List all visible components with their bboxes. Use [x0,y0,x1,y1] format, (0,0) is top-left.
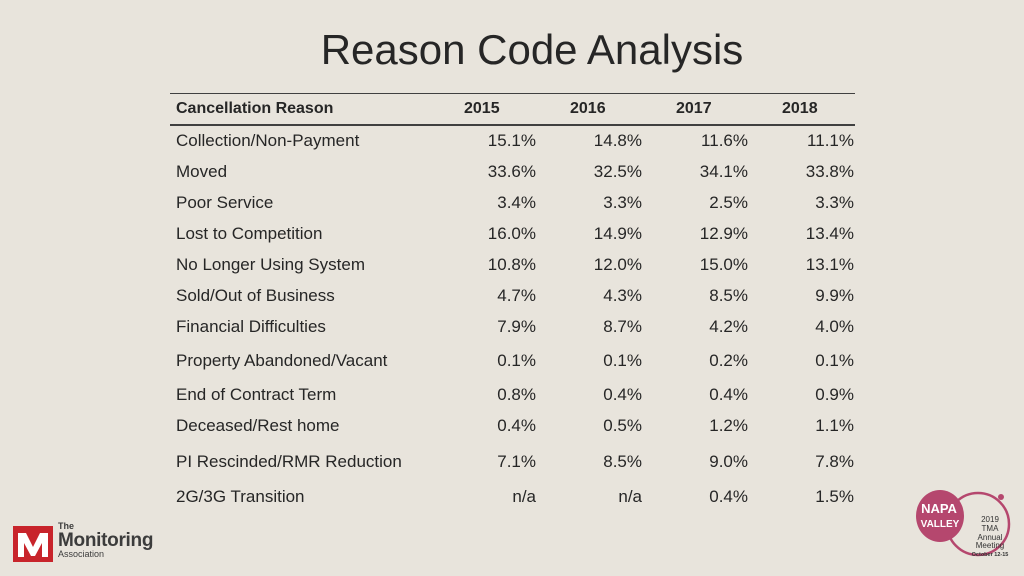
cell-2015: 7.1% [497,452,536,471]
table-row: Poor Service 3.4% 3.3% 2.5% 3.3% [170,193,855,223]
cell-2015: 15.1% [487,131,536,150]
cell-2017: 1.2% [709,416,748,435]
monitoring-association-logo: The Monitoring Association [13,522,163,564]
badge-napa: NAPA [921,501,957,516]
table-row: Collection/Non-Payment 15.1% 14.8% 11.6%… [170,131,855,161]
logo-the: The [58,521,75,531]
cell-2016: 8.7% [603,317,642,336]
cell-2016: 14.8% [593,131,642,150]
logo-association: Association [58,549,105,559]
cell-2016: 12.0% [593,255,642,274]
cell-2018: 33.8% [805,162,854,181]
row-label: Property Abandoned/Vacant [176,351,388,370]
badge-line1: Annual [978,533,1003,542]
table-row: Moved 33.6% 32.5% 34.1% 33.8% [170,162,855,192]
cell-2017: 0.4% [709,487,748,506]
cell-2018: 3.3% [815,193,854,212]
table-row: Property Abandoned/Vacant 0.1% 0.1% 0.2%… [170,351,855,381]
cell-2017: 11.6% [701,131,748,150]
header-2017: 2017 [676,100,712,117]
cell-2018: 1.5% [815,487,854,506]
cell-2015: 7.9% [497,317,536,336]
badge-valley: VALLEY [921,519,960,530]
cell-2017: 0.2% [709,351,748,370]
cell-2017: 2.5% [709,193,748,212]
napa-blob [916,490,964,542]
cell-2015: 0.4% [497,416,536,435]
row-label: PI Rescinded/RMR Reduction [176,452,402,471]
row-label: End of Contract Term [176,385,337,404]
row-label: Lost to Competition [176,224,323,243]
table-row: Deceased/Rest home 0.4% 0.5% 1.2% 1.1% [170,416,855,446]
cell-2015: 4.7% [497,286,536,305]
logo-mark [13,526,53,562]
cell-2017: 34.1% [699,162,748,181]
table-row: Sold/Out of Business 4.7% 4.3% 8.5% 9.9% [170,286,855,316]
cell-2017: 9.0% [709,452,748,471]
cell-2016: 0.5% [603,416,642,435]
cell-2016: n/a [618,487,642,506]
table-row: PI Rescinded/RMR Reduction 7.1% 8.5% 9.0… [170,452,855,482]
m-mark-icon [18,533,48,557]
table-row: 2G/3G Transition n/a n/a 0.4% 1.5% [170,487,855,517]
row-label: Financial Difficulties [176,317,326,336]
cell-2017: 12.9% [699,224,748,243]
cell-2018: 4.0% [815,317,854,336]
napa-valley-2019-tma-annual-meeting-badge: NAPA VALLEY 2019 TMA Annual Meeting Octo… [916,490,1011,558]
cell-2016: 14.9% [593,224,642,243]
row-label: Poor Service [176,193,274,212]
slide-title: Reason Code Analysis [320,26,744,73]
cell-2015: 10.8% [487,255,536,274]
header-2018: 2018 [782,100,818,117]
cell-2018: 7.8% [815,452,854,471]
table-row: End of Contract Term 0.8% 0.4% 0.4% 0.9% [170,385,855,415]
cell-2016: 0.4% [603,385,642,404]
badge-line2: Meeting [976,541,1004,550]
cell-2018: 13.4% [805,224,854,243]
row-label: 2G/3G Transition [176,487,305,506]
cell-2016: 4.3% [603,286,642,305]
row-label: Moved [176,162,228,181]
header-2016: 2016 [570,100,606,117]
cell-2018: 0.9% [815,385,854,404]
row-label: Sold/Out of Business [176,286,335,305]
cell-2018: 0.1% [815,351,854,370]
badge-org: TMA [982,524,1000,533]
wine-drop-icon [998,494,1004,500]
cell-2017: 15.0% [699,255,748,274]
cell-2017: 8.5% [709,286,748,305]
logo-text: The Monitoring Association [58,522,153,559]
table-row: No Longer Using System 10.8% 12.0% 15.0%… [170,255,855,285]
cell-2016: 8.5% [603,452,642,471]
row-label: No Longer Using System [176,255,365,274]
cell-2015: n/a [512,487,536,506]
table-top-rule [170,93,855,94]
badge-dates: October 12-15 [972,552,1009,558]
row-label: Deceased/Rest home [176,416,340,435]
cell-2015: 3.4% [497,193,536,212]
cell-2016: 32.5% [593,162,642,181]
cell-2015: 33.6% [487,162,536,181]
table-row: Lost to Competition 16.0% 14.9% 12.9% 13… [170,224,855,254]
cell-2015: 0.8% [497,385,536,404]
header-2015: 2015 [464,100,500,117]
cell-2018: 13.1% [805,255,854,274]
cell-2018: 1.1% [815,416,854,435]
cell-2018: 9.9% [815,286,854,305]
logo-name: Monitoring [58,530,154,551]
row-label: Collection/Non-Payment [176,131,360,150]
cell-2015: 16.0% [487,224,536,243]
cell-2015: 0.1% [497,351,536,370]
cell-2017: 0.4% [709,385,748,404]
cell-2016: 3.3% [603,193,642,212]
cell-2018: 11.1% [807,131,854,150]
table-row: Financial Difficulties 7.9% 8.7% 4.2% 4.… [170,317,855,347]
badge-year: 2019 [981,515,999,524]
table-header-rule [170,124,855,126]
cell-2016: 0.1% [603,351,642,370]
cell-2017: 4.2% [709,317,748,336]
header-cancellation-reason: Cancellation Reason [176,100,334,117]
table-header-row: Cancellation Reason 2015 2016 2017 2018 [170,100,855,130]
